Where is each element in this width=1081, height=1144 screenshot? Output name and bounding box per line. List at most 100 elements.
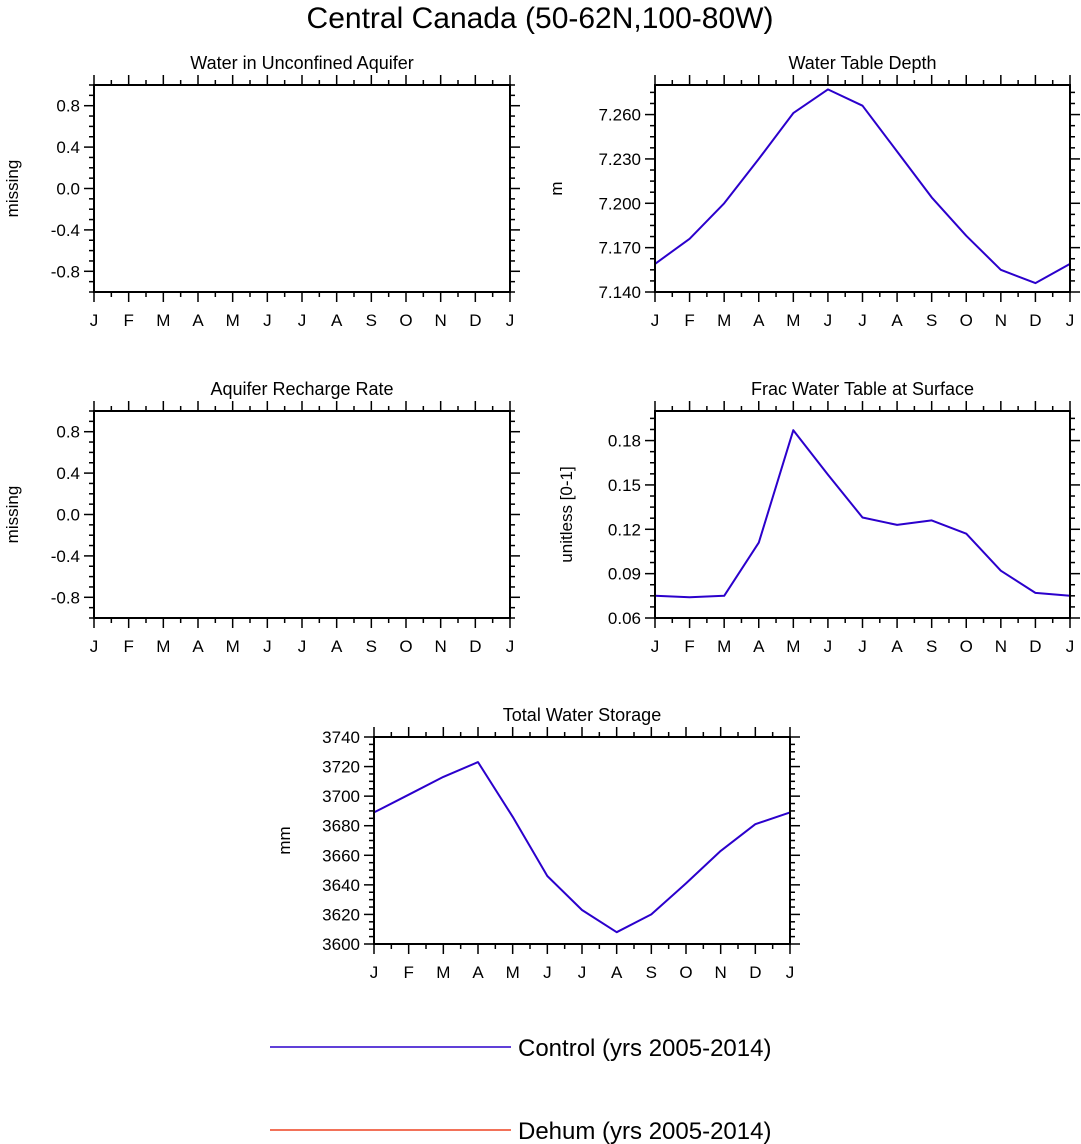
y-tick-label: 0.4 xyxy=(56,464,80,483)
y-tick-label: 3620 xyxy=(322,905,360,924)
y-axis-label: m xyxy=(547,181,566,195)
y-tick-label: -0.8 xyxy=(51,588,80,607)
y-axis-label: unitless [0-1] xyxy=(557,466,576,562)
x-tick-label: M xyxy=(156,637,170,656)
x-tick-label: D xyxy=(1029,637,1041,656)
x-tick-label: M xyxy=(786,637,800,656)
x-tick-label: F xyxy=(123,637,133,656)
x-tick-label: O xyxy=(679,963,692,982)
x-tick-label: J xyxy=(370,963,379,982)
x-tick-label: M xyxy=(506,963,520,982)
plot-frame xyxy=(93,84,511,293)
x-tick-label: J xyxy=(263,311,272,330)
x-tick-label: J xyxy=(543,963,552,982)
x-tick-label: N xyxy=(435,637,447,656)
legend-entry-1: Control (yrs 2005-2014) xyxy=(270,1035,771,1062)
x-tick-label: M xyxy=(436,963,450,982)
series-line-1 xyxy=(654,429,1071,599)
x-tick-label: J xyxy=(786,963,795,982)
x-tick-label: S xyxy=(366,311,377,330)
x-tick-label: D xyxy=(1029,311,1041,330)
y-tick-label: 7.170 xyxy=(598,239,641,258)
x-tick-label: J xyxy=(506,311,515,330)
x-tick-label: M xyxy=(156,311,170,330)
y-tick-label: 3720 xyxy=(322,758,360,777)
panels: Water in Unconfined Aquifer J F M A M J J A S O N D J… xyxy=(3,53,1080,982)
y-tick-label: 3700 xyxy=(322,787,360,806)
plot-frame xyxy=(373,736,791,945)
x-tick-label: S xyxy=(926,311,937,330)
legend-entry-2: Dehum (yrs 2005-2014) xyxy=(270,1118,771,1144)
y-tick-label: 0.06 xyxy=(608,609,641,628)
x-tick-label: D xyxy=(469,311,481,330)
x-tick-label: A xyxy=(192,637,204,656)
x-tick-label: N xyxy=(715,963,727,982)
x-tick-label: J xyxy=(1066,637,1075,656)
figure-title: Central Canada (50-62N,100-80W) xyxy=(307,2,774,35)
x-tick-label: S xyxy=(646,963,657,982)
y-tick-label: 7.140 xyxy=(598,283,641,302)
plot-frame xyxy=(93,410,511,619)
x-tick-label: S xyxy=(926,637,937,656)
y-tick-label: 3660 xyxy=(322,846,360,865)
x-ticks xyxy=(93,401,511,628)
y-tick-label: 0.18 xyxy=(608,432,641,451)
y-ticks xyxy=(645,91,1080,293)
x-tick-label: O xyxy=(399,637,412,656)
x-tick-label: O xyxy=(399,311,412,330)
panel-5: Total Water Storage J F M A M J J A S O N D J 3740 3720… xyxy=(275,705,800,982)
x-tick-label: J xyxy=(858,311,867,330)
plot-frame xyxy=(654,84,1071,293)
x-tick-label: F xyxy=(403,963,413,982)
panel-4: Frac Water Table at Surface J F M A M J J A S O N D J… xyxy=(557,379,1080,656)
legend-label: Dehum (yrs 2005-2014) xyxy=(518,1118,771,1144)
y-tick-label: 7.230 xyxy=(598,150,641,169)
x-tick-label: O xyxy=(960,311,973,330)
y-tick-label: 0.0 xyxy=(56,180,80,199)
x-tick-label: J xyxy=(263,637,272,656)
x-tick-label: J xyxy=(298,311,307,330)
x-tick-label: J xyxy=(858,637,867,656)
x-tick-label: A xyxy=(753,311,765,330)
x-ticks xyxy=(654,75,1071,302)
x-tick-label: N xyxy=(995,637,1007,656)
x-tick-label: J xyxy=(824,311,833,330)
x-tick-label: A xyxy=(331,311,343,330)
x-ticks xyxy=(654,401,1071,628)
y-tick-label: 0.8 xyxy=(56,97,80,116)
x-tick-label: S xyxy=(366,637,377,656)
y-tick-label: 0.0 xyxy=(56,506,80,525)
x-tick-label: D xyxy=(469,637,481,656)
y-ticks xyxy=(84,84,520,293)
panel-1: Water in Unconfined Aquifer J F M A M J J A S O N D J… xyxy=(3,53,520,330)
x-tick-label: O xyxy=(960,637,973,656)
x-tick-label: A xyxy=(891,637,903,656)
x-tick-label: M xyxy=(226,637,240,656)
series-line-1 xyxy=(654,88,1071,285)
x-tick-label: A xyxy=(331,637,343,656)
y-tick-label: 3740 xyxy=(322,728,360,747)
x-tick-label: J xyxy=(578,963,587,982)
y-axis-label: missing xyxy=(3,160,22,218)
x-tick-label: J xyxy=(651,637,660,656)
x-tick-label: M xyxy=(717,311,731,330)
y-tick-label: 0.15 xyxy=(608,476,641,495)
legend-label: Control (yrs 2005-2014) xyxy=(518,1035,771,1062)
x-tick-label: A xyxy=(611,963,623,982)
x-tick-label: J xyxy=(90,311,99,330)
x-tick-label: A xyxy=(472,963,484,982)
y-tick-label: 0.4 xyxy=(56,138,80,157)
x-tick-label: J xyxy=(1066,311,1075,330)
x-tick-label: J xyxy=(824,637,833,656)
y-ticks xyxy=(645,417,1080,619)
panel-title: Water in Unconfined Aquifer xyxy=(190,53,413,73)
x-tick-label: N xyxy=(435,311,447,330)
x-tick-label: J xyxy=(298,637,307,656)
x-tick-label: A xyxy=(753,637,765,656)
y-tick-label: -0.4 xyxy=(51,221,80,240)
x-tick-label: A xyxy=(891,311,903,330)
panel-title: Total Water Storage xyxy=(503,705,661,725)
y-tick-label: 0.8 xyxy=(56,423,80,442)
x-ticks xyxy=(93,75,511,302)
